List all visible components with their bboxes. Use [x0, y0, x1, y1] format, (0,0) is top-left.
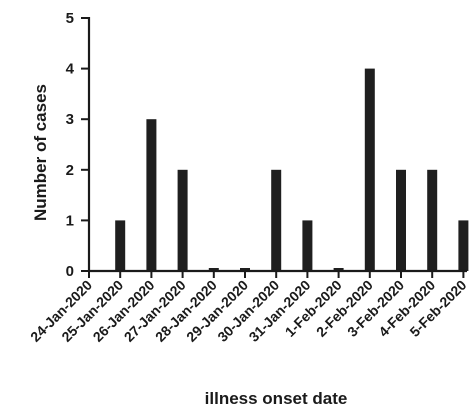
y-tick-label: 2 [66, 162, 74, 179]
bars [115, 68, 469, 271]
bar-5-Feb-2020 [458, 220, 469, 271]
bar-31-Jan-2020 [302, 220, 313, 271]
x-axis-ticks: 24-Jan-202025-Jan-202026-Jan-202027-Jan-… [27, 271, 470, 345]
bar-28-Jan-2020 [208, 268, 219, 271]
x-axis-title: illness onset date [205, 389, 348, 408]
y-tick-label: 3 [66, 111, 74, 128]
bar-4-Feb-2020 [427, 169, 438, 271]
bar-29-Jan-2020 [240, 268, 250, 271]
bar-25-Jan-2020 [115, 220, 126, 271]
bar-1-Feb-2020 [333, 268, 344, 271]
y-tick-label: 1 [66, 212, 74, 229]
bar-26-Jan-2020 [146, 119, 157, 271]
bar-30-Jan-2020 [271, 169, 282, 271]
y-tick-label: 4 [66, 61, 75, 78]
bar-2-Feb-2020 [364, 68, 375, 271]
y-tick-label: 0 [66, 263, 74, 280]
bar-3-Feb-2020 [396, 169, 406, 271]
y-axis-ticks: 0 1 2 3 4 5 [66, 10, 89, 280]
bar-27-Jan-2020 [177, 169, 188, 271]
y-axis-title: Number of cases [31, 84, 50, 221]
y-tick-label: 5 [66, 10, 74, 27]
